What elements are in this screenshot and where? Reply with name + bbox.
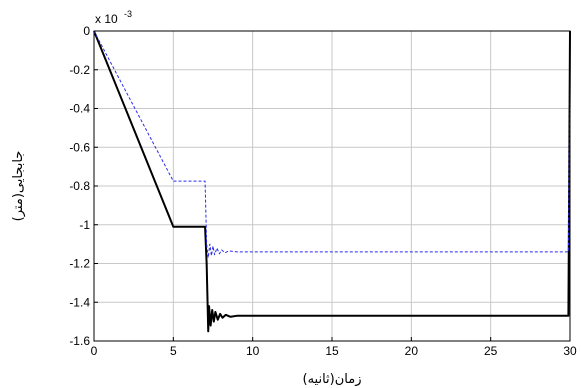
x-tick-labels: 0 5 10 15 20 25 30 (91, 344, 577, 358)
y-tick-label: -1.6 (69, 334, 90, 348)
x-tick-label: 15 (325, 344, 339, 358)
y-tick-label: -0.6 (69, 140, 90, 154)
x-tick-label: 25 (484, 344, 498, 358)
x-tick-label: 20 (405, 344, 419, 358)
y-tick-label: -1.4 (69, 295, 90, 309)
exponent-power: -3 (124, 9, 132, 19)
x-axis-title: زمان(ثانیه) (303, 372, 362, 387)
y-tick-labels: 0 -0.2 -0.4 -0.6 -0.8 -1 -1.2 -1.4 -1.6 (69, 24, 90, 348)
y-tick-label: -0.8 (69, 179, 90, 193)
y-tick-label: -0.2 (69, 63, 90, 77)
y-tick-label: -0.4 (69, 102, 90, 116)
tick-marks (93, 30, 571, 342)
x-tick-label: 30 (563, 344, 577, 358)
series-line-1 (93, 30, 571, 333)
x-tick-label: 5 (170, 344, 177, 358)
x-tick-label: 0 (91, 344, 98, 358)
series-layer (93, 30, 571, 333)
series-line-2 (93, 30, 571, 259)
grid (94, 31, 570, 341)
y-tick-label: 0 (83, 24, 90, 38)
y-tick-label: -1.2 (69, 257, 90, 271)
y-axis-title: جابجایی(متر) (11, 151, 26, 222)
y-tick-label: -1 (79, 218, 90, 232)
x-tick-label: 10 (246, 344, 260, 358)
exponent-label: x 10 (95, 12, 118, 26)
